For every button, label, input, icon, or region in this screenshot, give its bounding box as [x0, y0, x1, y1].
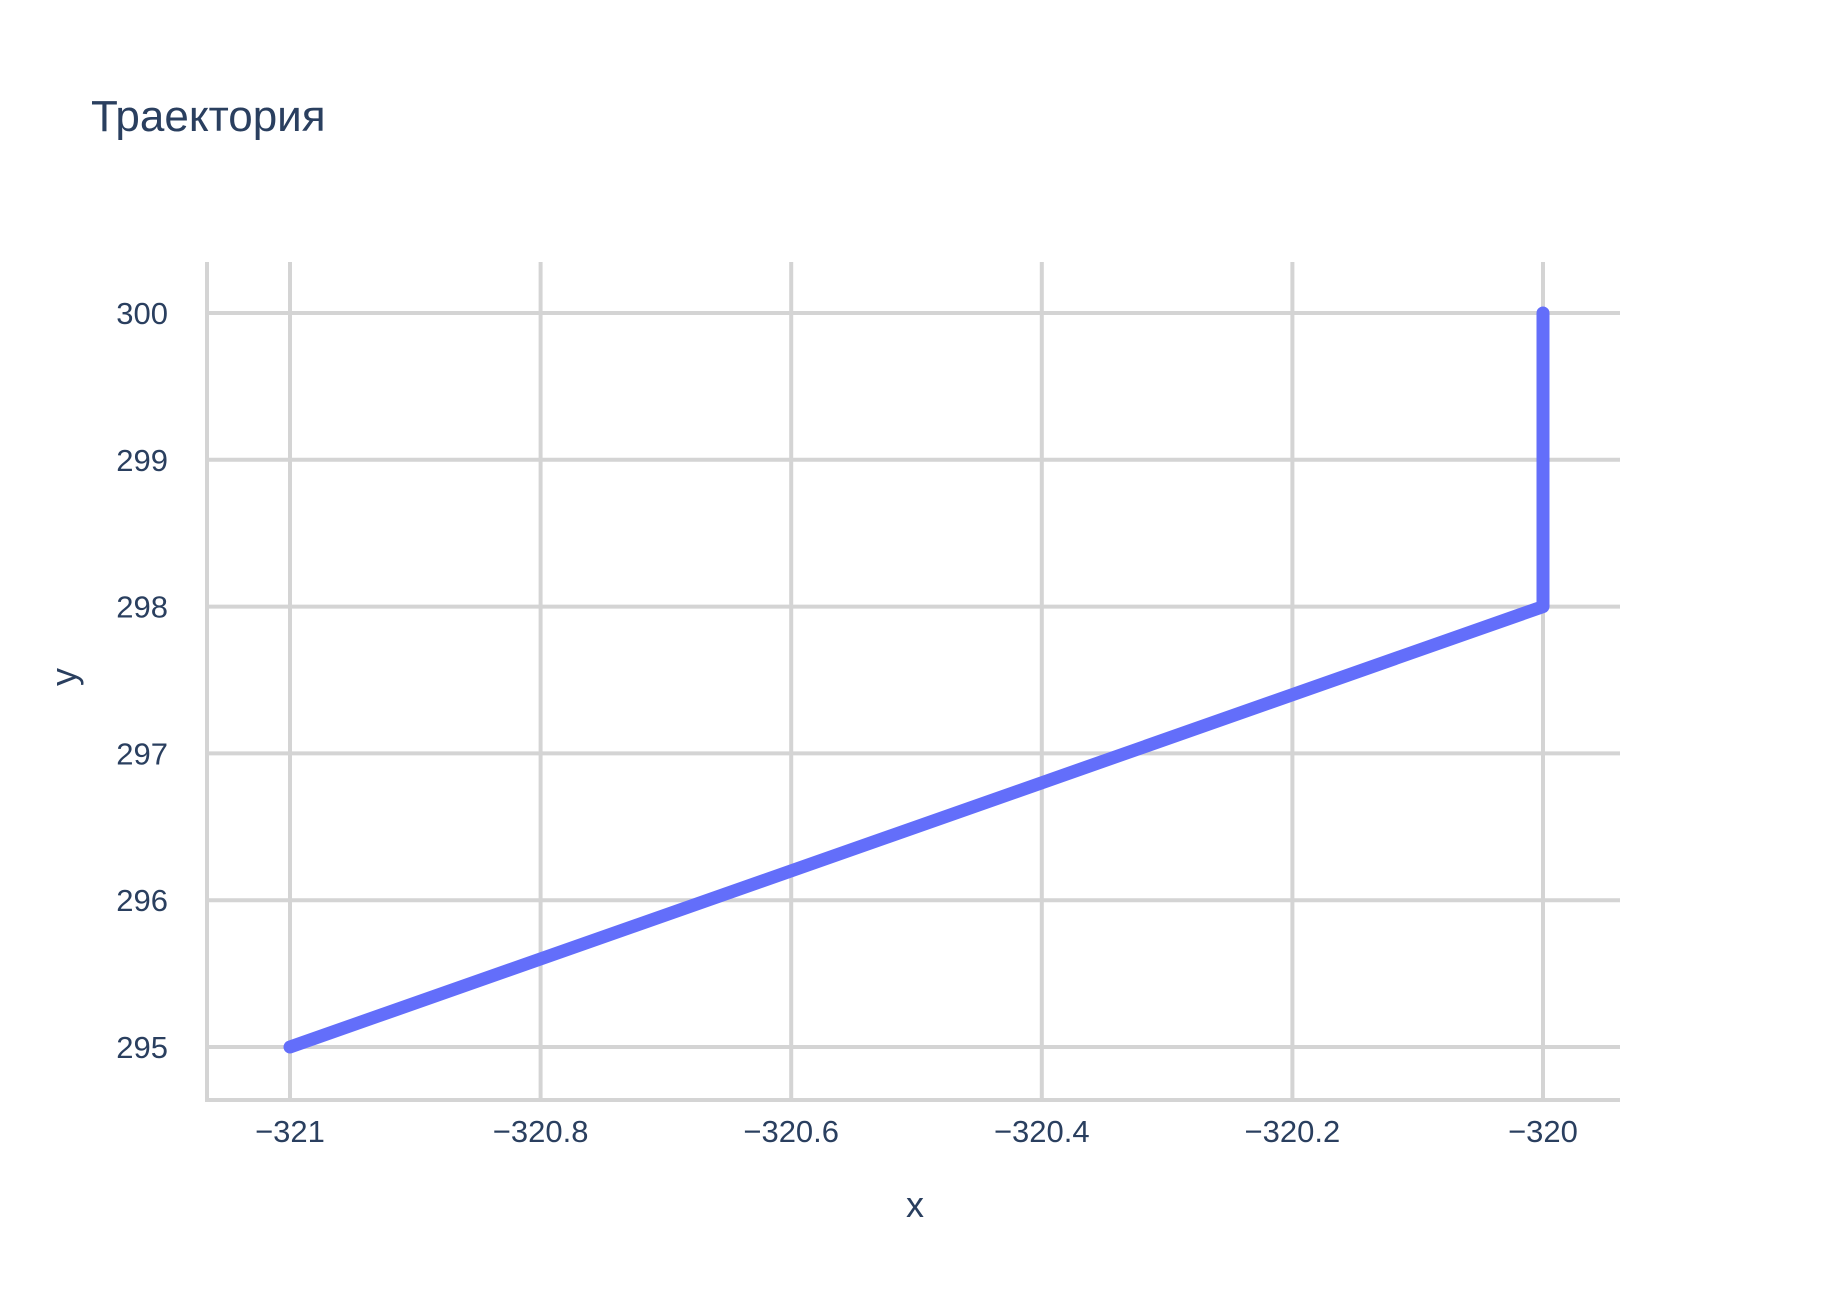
x-axis-label: x: [906, 1184, 924, 1225]
x-tick-label: −320: [1508, 1114, 1578, 1149]
x-tick-label: −320.2: [1245, 1114, 1341, 1149]
y-axis-label: y: [43, 668, 84, 686]
axes: [205, 262, 1620, 1102]
tick-labels: −321 −320.8 −320.6 −320.4 −320.2 −320 295 296 29…: [116, 296, 1578, 1149]
y-tick-label: 297: [116, 736, 168, 771]
y-tick-label: 295: [116, 1030, 168, 1065]
x-tick-label: −320.6: [743, 1114, 839, 1149]
x-tick-label: −321: [255, 1114, 325, 1149]
y-tick-label: 298: [116, 590, 168, 625]
series-line: [283, 306, 1550, 1054]
y-tick-label: 300: [116, 296, 168, 331]
y-tick-label: 299: [116, 443, 168, 478]
x-tick-label: −320.4: [994, 1114, 1090, 1149]
x-tick-label: −320.8: [493, 1114, 589, 1149]
y-tick-label: 296: [116, 883, 168, 918]
series-layer: [283, 306, 1550, 1054]
chart-title: Траектория: [91, 92, 326, 141]
